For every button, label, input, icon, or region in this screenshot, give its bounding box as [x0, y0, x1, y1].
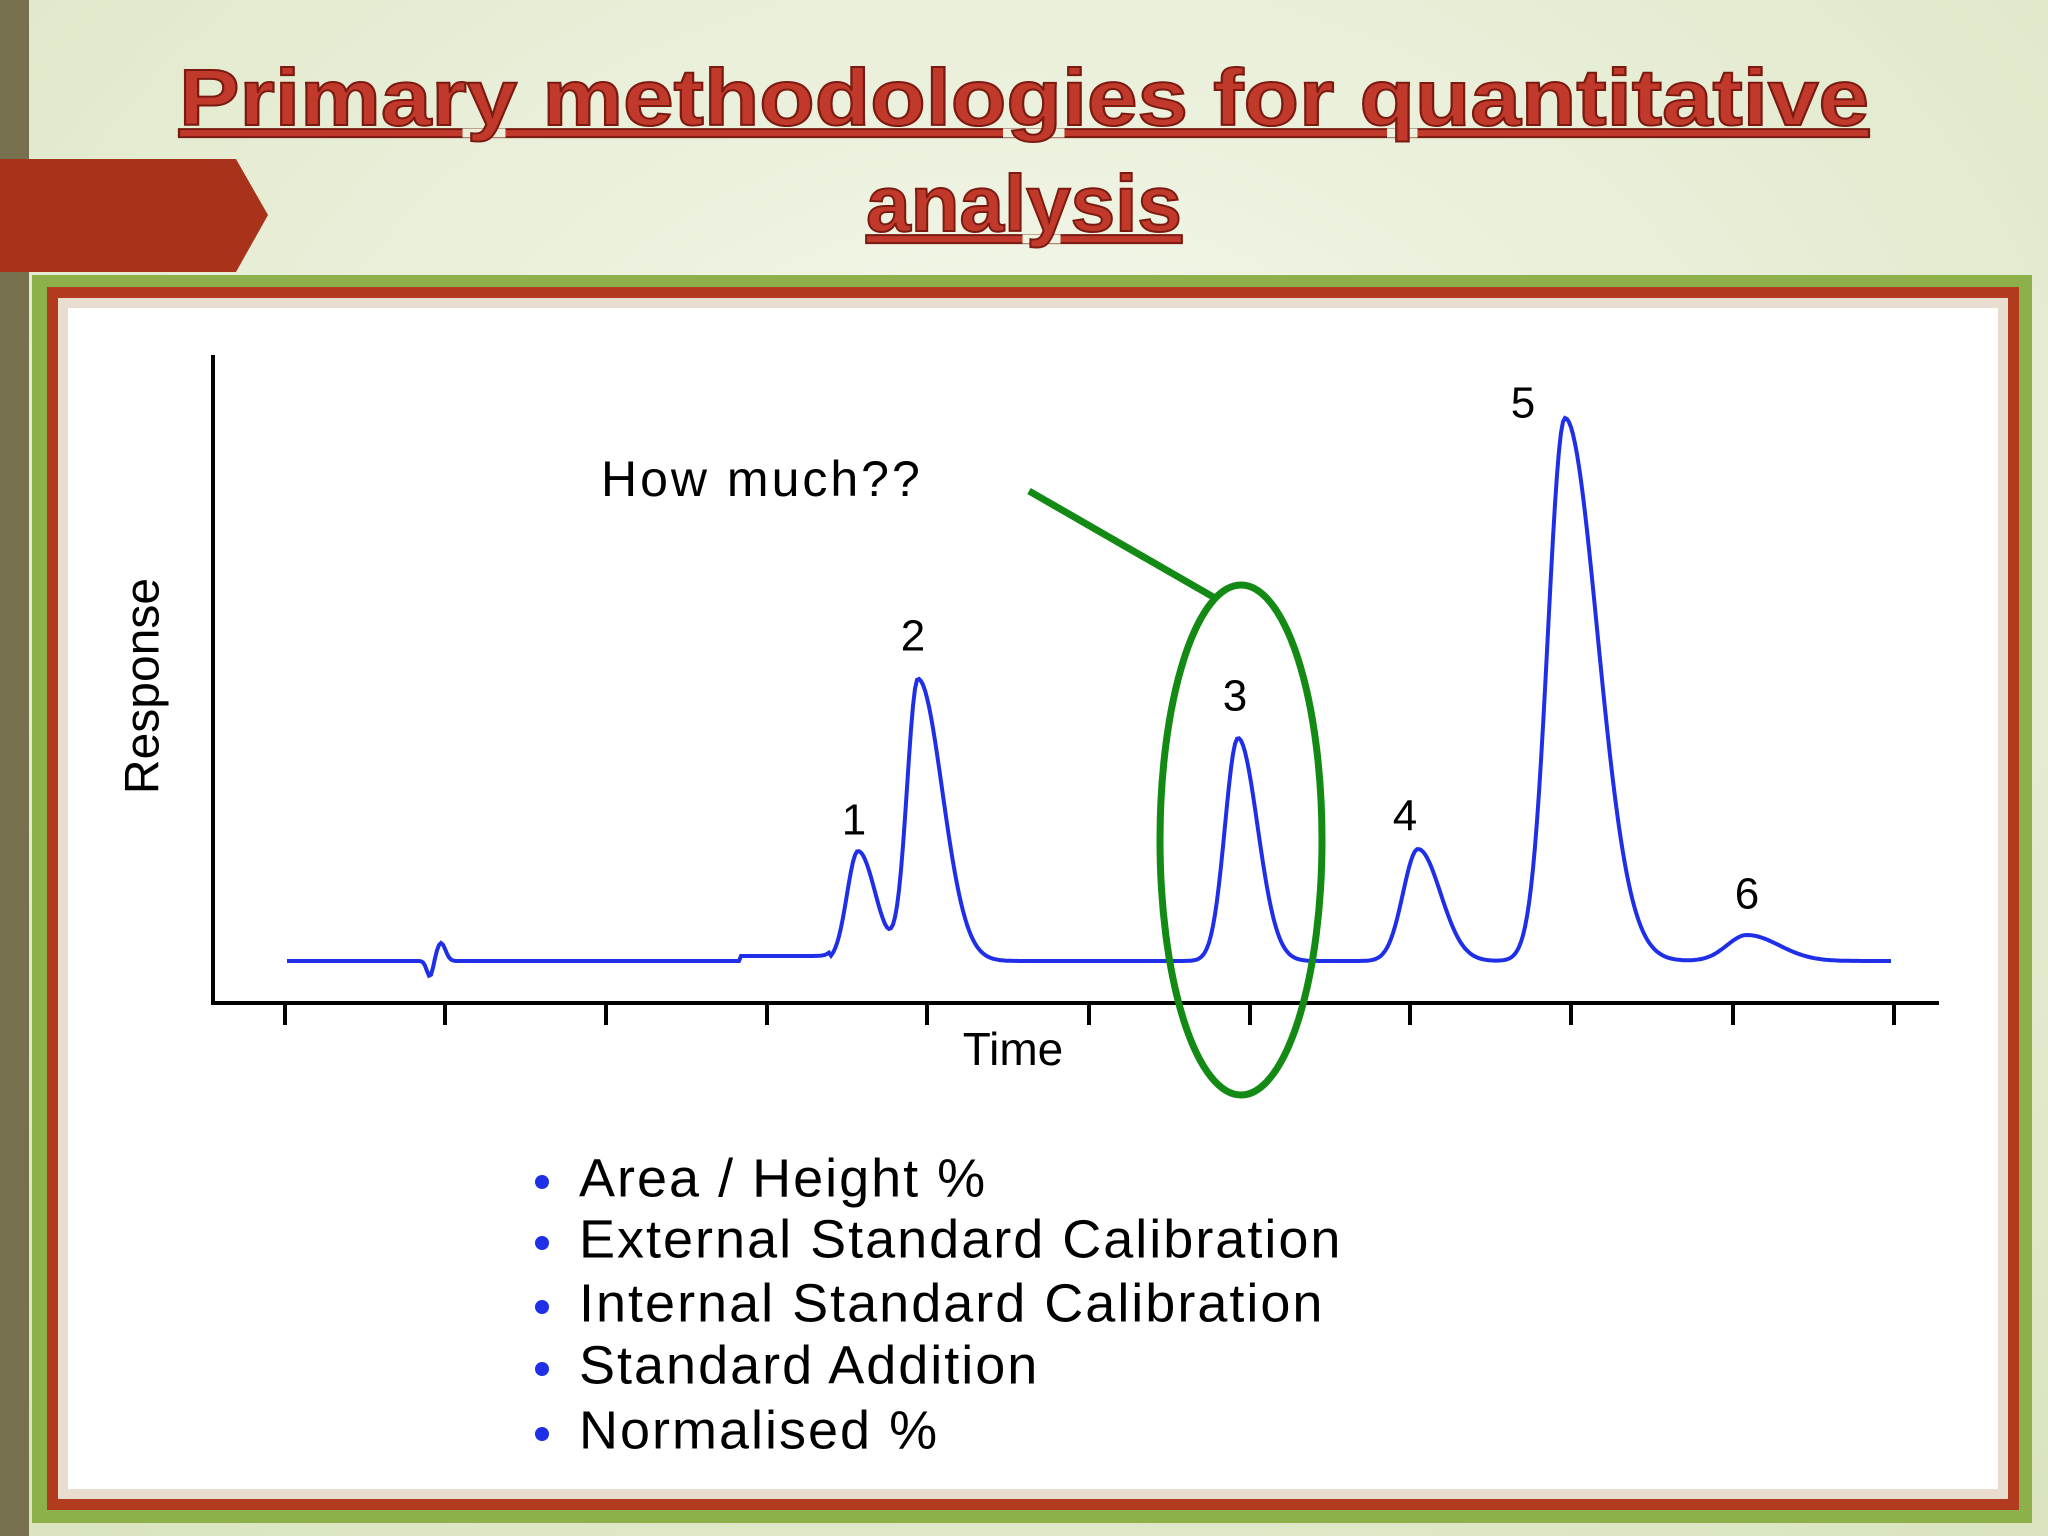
method-item: External Standard Calibration: [579, 1209, 1342, 1269]
title-line: analysis: [866, 159, 1182, 248]
highlight-ellipse: [1156, 581, 1326, 1099]
bullet: [535, 1362, 549, 1376]
y-axis-label: Response: [117, 578, 170, 794]
x-axis-label: Time: [963, 1023, 1064, 1075]
peak-label: 2: [901, 612, 925, 661]
method-item: Standard Addition: [579, 1335, 1039, 1395]
method-item: Area / Height %: [579, 1148, 987, 1208]
title: Primary methodologies for quantitative a…: [178, 52, 1870, 249]
peak-label: 6: [1735, 870, 1759, 919]
figure-area: [68, 308, 1998, 1489]
bullet: [535, 1175, 549, 1189]
bullet: [535, 1300, 549, 1314]
peak-label: 5: [1511, 379, 1535, 428]
method-item: Normalised %: [579, 1400, 939, 1460]
method-list: Area / Height %External Standard Calibra…: [535, 1148, 1342, 1460]
chromatogram-trace: [287, 415, 1891, 979]
x-ticks: [283, 1003, 1896, 1025]
axes: [211, 355, 1939, 1025]
title-line: Primary methodologies for quantitative: [179, 53, 1869, 142]
bullet: [535, 1236, 549, 1250]
method-item: Internal Standard Calibration: [579, 1273, 1324, 1333]
bullet: [535, 1427, 549, 1441]
annotation-pointer: [1027, 487, 1217, 602]
peak-labels: 1 2 3 4 5 6: [842, 379, 1759, 919]
peak-label: 4: [1393, 792, 1417, 841]
title-arrow: [0, 159, 268, 272]
peak-label: 3: [1223, 672, 1247, 721]
annotation: How much??: [601, 451, 923, 507]
peak-label: 1: [842, 796, 866, 845]
